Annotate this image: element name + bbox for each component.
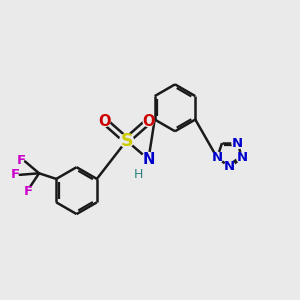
Circle shape — [212, 152, 223, 163]
Circle shape — [143, 116, 154, 127]
Text: F: F — [17, 154, 26, 167]
Text: H: H — [134, 168, 143, 181]
Text: F: F — [11, 168, 20, 181]
Text: N: N — [237, 151, 248, 164]
Text: N: N — [232, 136, 243, 150]
Text: O: O — [98, 114, 111, 129]
Circle shape — [142, 152, 155, 166]
Text: O: O — [142, 114, 155, 129]
Circle shape — [224, 161, 235, 172]
Circle shape — [99, 116, 110, 127]
Text: N: N — [212, 151, 223, 164]
Text: N: N — [142, 152, 154, 167]
Text: F: F — [24, 185, 33, 198]
Circle shape — [120, 134, 134, 148]
Text: S: S — [120, 132, 133, 150]
Circle shape — [237, 152, 248, 163]
Text: N: N — [224, 160, 235, 173]
Circle shape — [232, 138, 243, 148]
